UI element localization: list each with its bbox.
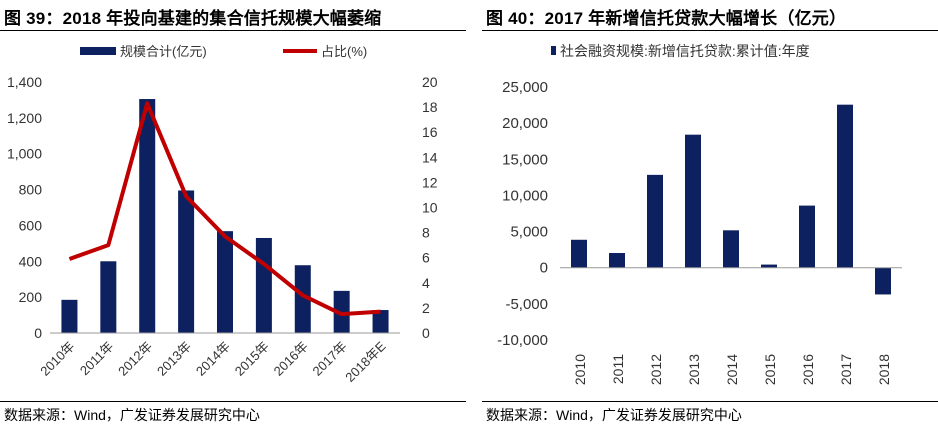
y-left-tick-label: 200 — [19, 289, 43, 305]
x-tick-label: 2017 — [838, 354, 854, 385]
y-right-tick-label: 14 — [422, 149, 438, 165]
y-left-tick-label: 1,400 — [7, 74, 42, 90]
bar — [799, 205, 815, 268]
x-tick-label: 2012 — [648, 354, 664, 385]
x-tick-label: 2010 — [572, 354, 588, 385]
y-tick-label: 0 — [540, 260, 548, 277]
x-tick-label: 2012年 — [115, 339, 155, 379]
legend-label: 社会融资规模:新增信托贷款:累计值:年度 — [560, 43, 810, 59]
chart-title: 图 39：2018 年投向基建的集合信托规模大幅萎缩 — [4, 9, 382, 28]
x-tick-label: 2016年 — [271, 339, 311, 379]
y-left-tick-label: 800 — [19, 182, 43, 198]
chart-left-plot: 0 200 400 600 800 1,000 1,200 1,400 0 2 4 6 8 10 12 14 1… — [7, 44, 438, 385]
x-tick-label: 2013年 — [154, 339, 194, 379]
y-tick-label: -5,000 — [505, 296, 548, 313]
bar — [761, 264, 777, 268]
y-tick-label: 20,000 — [502, 115, 548, 132]
legend-label: 规模合计(亿元) — [120, 44, 207, 59]
y-right-tick-label: 12 — [422, 174, 438, 190]
source-divider — [482, 401, 938, 402]
bar — [255, 237, 272, 333]
bar — [217, 231, 233, 333]
y-tick-label: -10,000 — [497, 332, 548, 349]
x-tick-label: 2018 — [876, 354, 892, 385]
y-right-tick-label: 6 — [422, 250, 430, 266]
x-tick-label: 2014年 — [193, 339, 233, 379]
y-tick-label: 10,000 — [502, 187, 548, 204]
source-note: 数据来源：Wind，广发证券发展研究中心 — [4, 407, 260, 423]
source-note: 数据来源：Wind，广发证券发展研究中心 — [486, 407, 742, 423]
bar — [333, 290, 350, 333]
bar — [372, 310, 389, 333]
legend-swatch-bar — [551, 46, 556, 55]
y-tick-label: 25,000 — [502, 79, 548, 96]
x-tick-label: 2013 — [686, 354, 702, 385]
y-right-tick-label: 18 — [422, 99, 438, 115]
y-left-tick-label: 1,000 — [7, 146, 42, 162]
y-right-tick-label: 2 — [422, 300, 430, 316]
x-tick-label: 2018年E — [342, 338, 389, 385]
y-right-tick-label: 4 — [422, 275, 430, 291]
bar — [647, 174, 663, 268]
bar — [685, 134, 701, 268]
legend-swatch-bar — [80, 47, 116, 55]
x-tick-label: 2015年 — [232, 339, 272, 379]
chart-panel-right: 图 40：2017 年新增信托贷款大幅增长（亿元） -10,000 -5,000 0… — [482, 0, 938, 430]
chart-right-plot: -10,000 -5,000 0 5,000 10,000 15,000 20,000 25,… — [497, 43, 902, 385]
bar — [875, 267, 891, 295]
title-divider — [0, 30, 466, 31]
y-left-tick-label: 1,200 — [7, 110, 42, 126]
line-series — [68, 101, 381, 317]
x-tick-label: 2016 — [800, 354, 816, 385]
chart-panel-left: 图 39：2018 年投向基建的集合信托规模大幅萎缩 0 200 400 600 800… — [0, 0, 466, 430]
bar — [61, 299, 78, 333]
bar — [139, 99, 156, 334]
x-tick-label: 2011 — [610, 354, 626, 384]
y-right-tick-label: 16 — [422, 124, 438, 140]
y-tick-label: 5,000 — [510, 224, 548, 241]
source-divider — [0, 401, 466, 402]
title-divider — [482, 30, 938, 31]
bar — [837, 104, 853, 268]
bar — [609, 253, 625, 268]
bar — [100, 261, 117, 333]
bar — [294, 265, 311, 333]
x-tick-label: 2015 — [762, 354, 778, 385]
y-left-tick-label: 600 — [19, 217, 43, 233]
y-right-tick-label: 10 — [422, 200, 438, 216]
chart-title: 图 40：2017 年新增信托贷款大幅增长（亿元） — [486, 9, 847, 28]
y-right-tick-label: 0 — [422, 325, 430, 341]
x-tick-label: 2011年 — [77, 339, 117, 379]
legend-label: 占比(%) — [321, 44, 367, 59]
bar — [723, 230, 739, 268]
y-right-tick-label: 8 — [422, 225, 430, 241]
y-left-tick-label: 0 — [34, 325, 42, 341]
y-right-tick-label: 20 — [422, 74, 438, 90]
y-tick-label: 15,000 — [502, 151, 548, 168]
y-left-tick-label: 400 — [19, 253, 43, 269]
x-tick-label: 2014 — [724, 354, 740, 385]
bar — [178, 190, 195, 333]
bar — [571, 239, 587, 268]
x-tick-label: 2010年 — [37, 339, 77, 379]
